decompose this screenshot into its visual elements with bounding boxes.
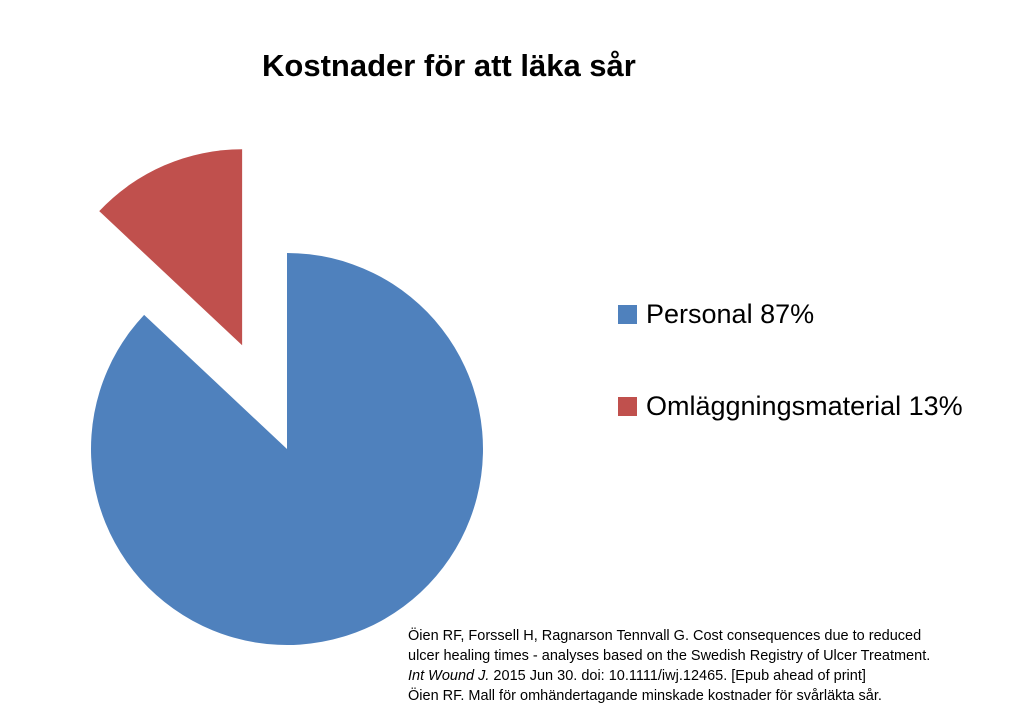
legend-item-omlaggningsmaterial: Omläggningsmaterial 13% <box>618 388 963 424</box>
citation: Öien RF, Forssell H, Ragnarson Tennvall … <box>408 626 930 706</box>
legend: Personal 87% Omläggningsmaterial 13% <box>618 296 963 480</box>
citation-line-3: Int Wound J. 2015 Jun 30. doi: 10.1111/i… <box>408 666 930 686</box>
citation-journal: Int Wound J. <box>408 668 490 684</box>
pie-slice-personal <box>90 253 483 645</box>
legend-swatch-personal <box>618 304 637 324</box>
chart-title: Kostnader för att läka sår <box>262 48 636 83</box>
legend-label-personal: Personal 87% <box>646 298 815 329</box>
legend-label-omlaggningsmaterial: Omläggningsmaterial 13% <box>646 390 963 421</box>
citation-line-2: ulcer healing times - analyses based on … <box>408 648 931 664</box>
legend-item-personal: Personal 87% <box>618 296 963 332</box>
legend-swatch-omlaggningsmaterial <box>618 396 637 416</box>
citation-line-4: Öien RF. Mall för omhändertagande minska… <box>408 688 882 704</box>
pie-chart <box>90 149 483 645</box>
citation-details: 2015 Jun 30. doi: 10.1111/iwj.12465. [Ep… <box>489 668 866 684</box>
citation-line-1: Öien RF, Forssell H, Ragnarson Tennvall … <box>408 628 922 644</box>
pie-slice-omlaggningsmaterial <box>99 149 243 346</box>
